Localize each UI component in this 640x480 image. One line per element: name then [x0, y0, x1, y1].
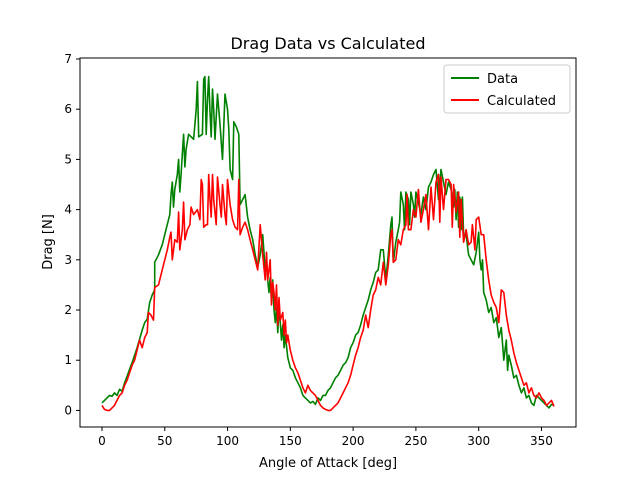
- legend-label-data: Data: [487, 72, 518, 87]
- y-axis-label: Drag [N]: [41, 214, 56, 270]
- plot-lines: [101, 75, 555, 412]
- y-tick-label: 6: [64, 102, 72, 116]
- chart-title: Drag Data vs Calculated: [230, 34, 425, 53]
- y-tick-label: 1: [64, 353, 72, 367]
- x-tick-label: 50: [157, 434, 172, 448]
- legend: Data Calculated: [443, 64, 571, 114]
- x-tick-label: 100: [216, 434, 239, 448]
- y-tick-label: 2: [64, 303, 72, 317]
- y-tick-label: 4: [64, 203, 72, 217]
- y-axis-ticks: 0 1 2 3 4 5 6 7: [64, 52, 80, 417]
- plot-frame: [79, 57, 577, 428]
- x-axis-ticks: 0 50 100 150 200 250 300 350: [98, 427, 553, 448]
- y-tick-label: 3: [64, 253, 72, 267]
- legend-label-calculated: Calculated: [487, 94, 556, 109]
- series-line-calculated: [101, 173, 555, 412]
- x-tick-label: 250: [404, 434, 427, 448]
- y-tick-label: 0: [64, 403, 72, 417]
- x-tick-label: 200: [342, 434, 365, 448]
- x-tick-label: 0: [98, 434, 106, 448]
- x-tick-label: 350: [530, 434, 553, 448]
- x-axis-label: Angle of Attack [deg]: [259, 456, 397, 471]
- y-tick-label: 7: [64, 52, 72, 66]
- series-line-data: [101, 75, 555, 409]
- x-tick-label: 150: [279, 434, 302, 448]
- x-tick-label: 300: [467, 434, 490, 448]
- y-tick-label: 5: [64, 152, 72, 166]
